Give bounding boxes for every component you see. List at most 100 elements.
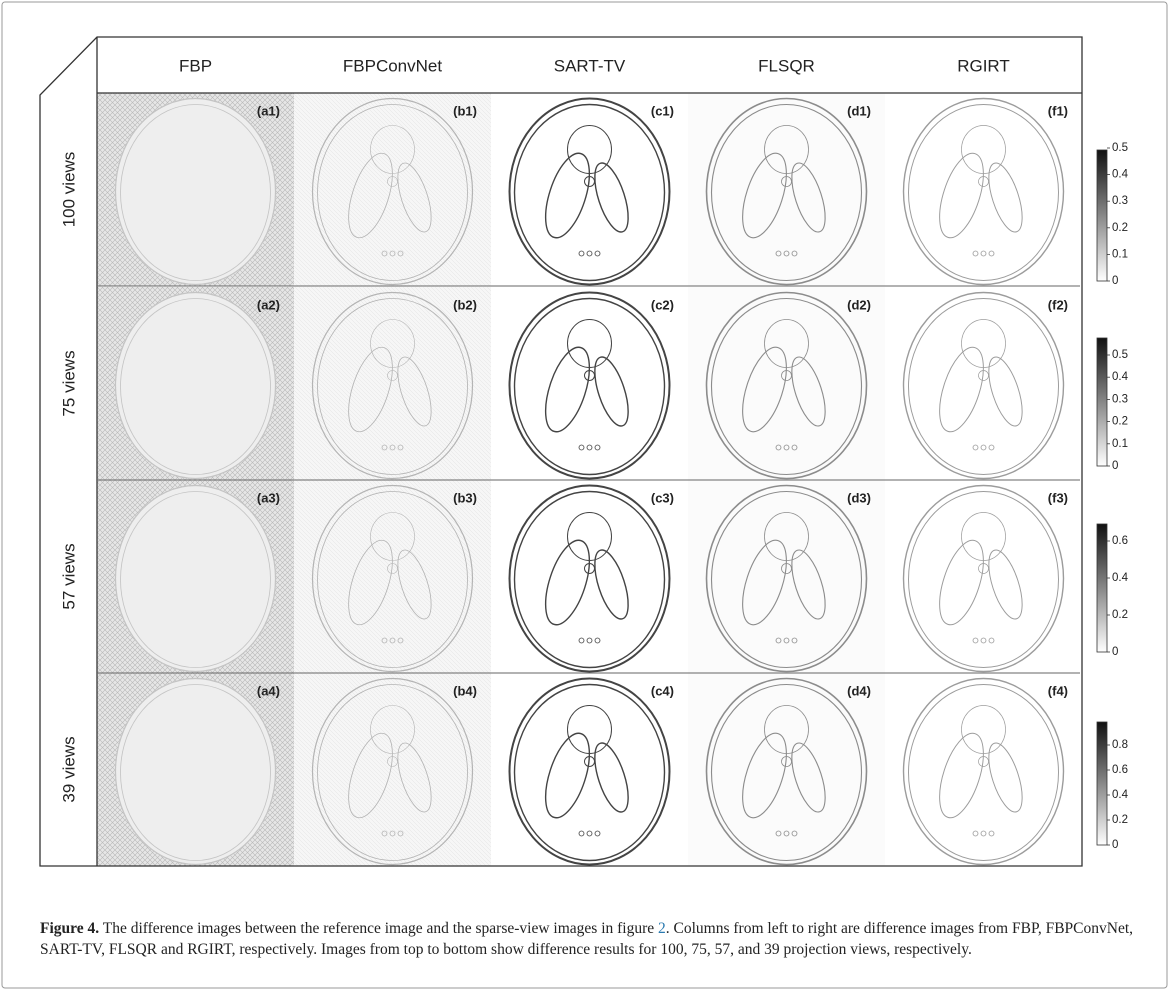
image-background xyxy=(688,93,885,286)
panel-label: (b1) xyxy=(453,103,477,118)
colorbar xyxy=(1097,150,1107,281)
colorbar-tick-label: 0.1 xyxy=(1112,438,1128,450)
panel-label: (d2) xyxy=(847,297,871,312)
phantom-outline xyxy=(116,293,276,479)
colorbar-tick-label: 0 xyxy=(1112,839,1118,851)
difference-image: (c4) xyxy=(491,673,688,866)
image-background xyxy=(885,93,1082,286)
column-header: FBP xyxy=(179,56,212,75)
difference-image: (b3) xyxy=(294,480,491,673)
caption-text: The difference images between the refere… xyxy=(99,920,658,937)
panel-label: (c2) xyxy=(651,297,674,312)
colorbar-tick-label: 0.6 xyxy=(1112,535,1128,547)
panel-label: (c1) xyxy=(651,103,674,118)
panel-label: (d1) xyxy=(847,103,871,118)
colorbar-tick-label: 0.3 xyxy=(1112,393,1128,405)
row-label: 100 views xyxy=(59,152,78,228)
colorbar-tick-label: 0.2 xyxy=(1112,609,1128,621)
colorbar-tick-label: 0.6 xyxy=(1112,764,1128,776)
colorbar-tick-label: 0 xyxy=(1112,646,1118,658)
panel-label: (f4) xyxy=(1048,683,1068,698)
difference-image: (d1) xyxy=(688,93,885,286)
colorbar-tick-label: 0.4 xyxy=(1112,371,1129,383)
difference-image: (a4) xyxy=(97,673,294,866)
caption: Figure 4. The difference images between … xyxy=(40,918,1135,960)
phantom-outline xyxy=(116,99,276,285)
difference-image: (b4) xyxy=(294,673,491,866)
page: (a1) (b1) (c1) (d1) (f1) (a2) (b2) (c2) (d2) (f2)… xyxy=(0,0,1170,991)
difference-image: (f4) xyxy=(885,673,1082,866)
colorbar-tick-label: 0 xyxy=(1112,460,1118,472)
panel-label: (b2) xyxy=(453,297,477,312)
figure: (a1) (b1) (c1) (d1) (f1) (a2) (b2) (c2) (d2) (f2)… xyxy=(0,0,1170,991)
row-label: 57 views xyxy=(59,543,78,609)
image-background xyxy=(491,673,688,866)
difference-image: (b1) xyxy=(294,93,491,286)
colorbar-tick-label: 0.2 xyxy=(1112,814,1128,826)
phantom-outline xyxy=(116,486,276,672)
colorbar-tick-label: 0.4 xyxy=(1112,572,1129,584)
image-background xyxy=(294,480,491,673)
colorbar-tick-label: 0.2 xyxy=(1112,416,1128,428)
column-header: RGIRT xyxy=(957,56,1010,75)
difference-image: (a1) xyxy=(97,93,294,286)
colorbar-tick-label: 0.3 xyxy=(1112,195,1128,207)
colorbar xyxy=(1097,338,1107,466)
image-background xyxy=(885,480,1082,673)
colorbar-tick-label: 0.5 xyxy=(1112,349,1128,361)
difference-image: (f2) xyxy=(885,287,1082,480)
image-background xyxy=(491,287,688,480)
image-background xyxy=(885,673,1082,866)
image-background xyxy=(294,673,491,866)
panel-label: (f3) xyxy=(1048,490,1068,505)
image-background xyxy=(294,93,491,286)
difference-image: (d2) xyxy=(688,287,885,480)
image-background xyxy=(885,287,1082,480)
panel-label: (c4) xyxy=(651,683,674,698)
panel-label: (f1) xyxy=(1048,103,1068,118)
phantom-outline xyxy=(116,679,276,865)
row-label: 39 views xyxy=(59,736,78,802)
colorbar-tick-label: 0 xyxy=(1112,275,1118,287)
image-background xyxy=(294,287,491,480)
row-label: 75 views xyxy=(59,350,78,416)
difference-image: (c1) xyxy=(491,93,688,286)
colorbar-tick-label: 0.4 xyxy=(1112,169,1129,181)
colorbar-tick-label: 0.2 xyxy=(1112,222,1128,234)
panel-label: (a4) xyxy=(257,683,280,698)
panel-label: (f2) xyxy=(1048,297,1068,312)
image-background xyxy=(688,673,885,866)
colorbar xyxy=(1097,722,1107,845)
panel-label: (b4) xyxy=(453,683,477,698)
image-background xyxy=(688,287,885,480)
image-background xyxy=(491,480,688,673)
column-header: FBPConvNet xyxy=(343,56,442,75)
image-background xyxy=(688,480,885,673)
colorbar-tick-label: 0.4 xyxy=(1112,789,1129,801)
colorbar-tick-label: 0.8 xyxy=(1112,739,1128,751)
panel-label: (a2) xyxy=(257,297,280,312)
difference-image: (c2) xyxy=(491,287,688,480)
image-background xyxy=(491,93,688,286)
colorbar-tick-label: 0.5 xyxy=(1112,142,1128,154)
caption-label: Figure 4. xyxy=(40,920,99,937)
panel-label: (c3) xyxy=(651,490,674,505)
difference-image: (f3) xyxy=(885,480,1082,673)
column-header: FLSQR xyxy=(758,56,815,75)
column-header: SART-TV xyxy=(554,56,626,75)
difference-image: (d4) xyxy=(688,673,885,866)
difference-image: (d3) xyxy=(688,480,885,673)
difference-image: (f1) xyxy=(885,93,1082,286)
figure-reference[interactable]: 2 xyxy=(658,920,666,937)
panel-label: (b3) xyxy=(453,490,477,505)
difference-image: (a2) xyxy=(97,287,294,480)
panel-label: (a1) xyxy=(257,103,280,118)
panel-label: (a3) xyxy=(257,490,280,505)
difference-image: (a3) xyxy=(97,480,294,673)
panel-label: (d3) xyxy=(847,490,871,505)
difference-image: (b2) xyxy=(294,287,491,480)
panel-label: (d4) xyxy=(847,683,871,698)
difference-image: (c3) xyxy=(491,480,688,673)
colorbar xyxy=(1097,524,1107,652)
colorbar-tick-label: 0.1 xyxy=(1112,248,1128,260)
